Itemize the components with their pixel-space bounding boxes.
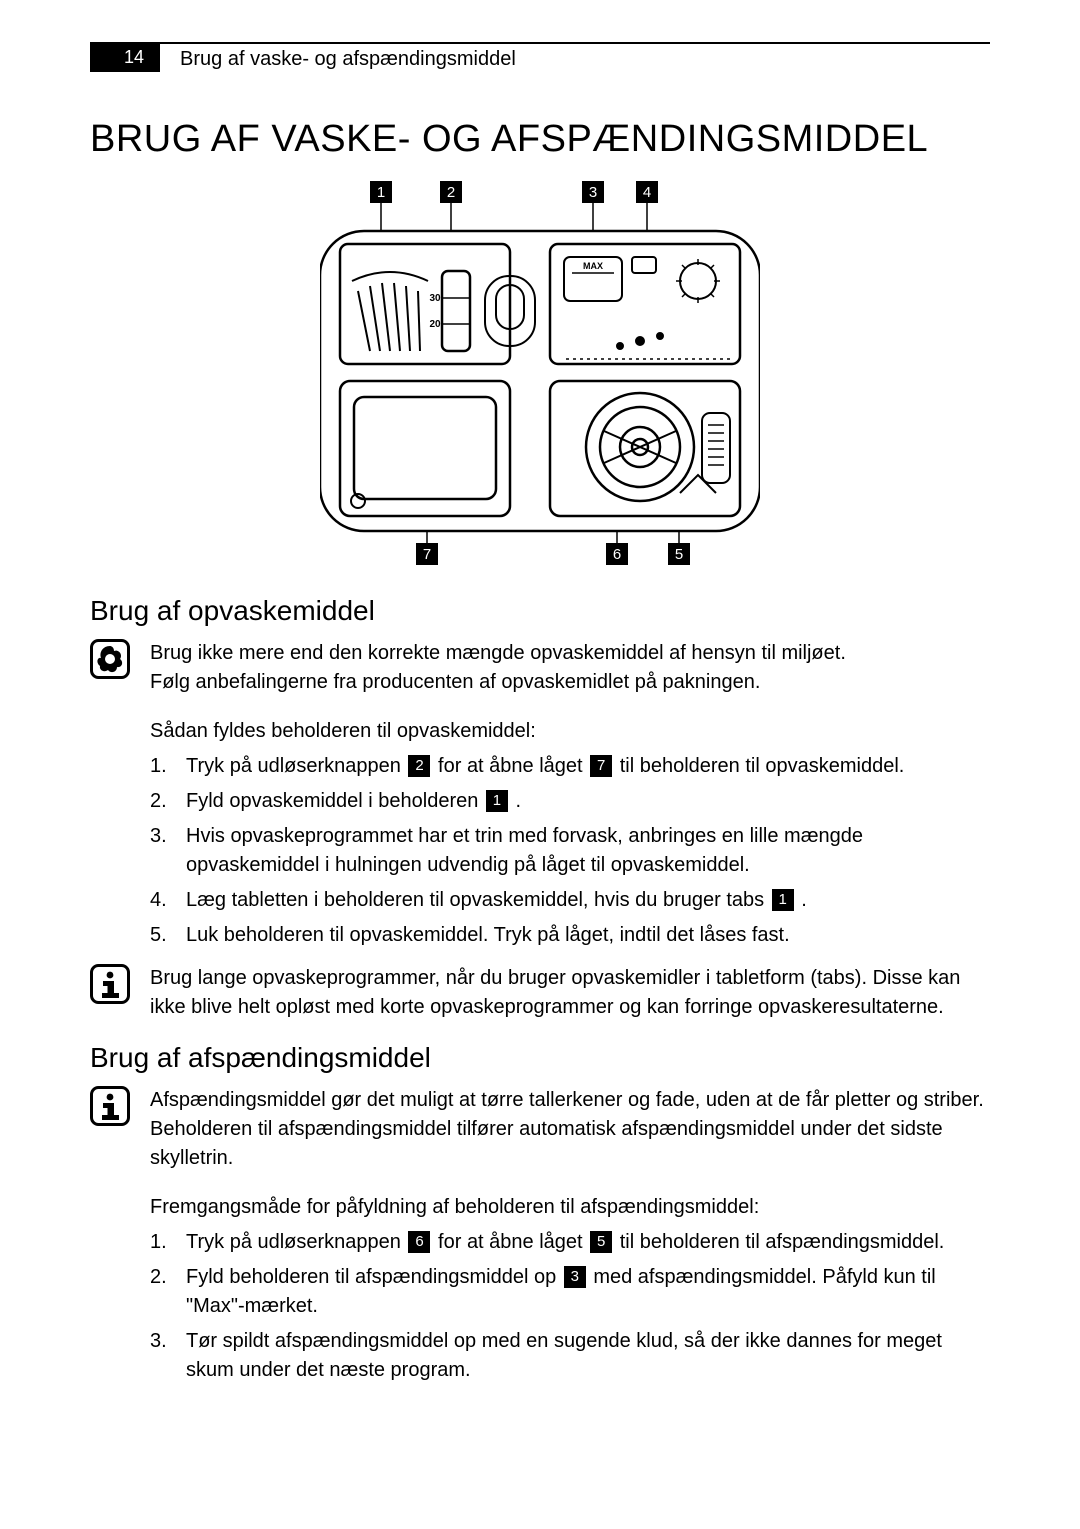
- eco-icon: [90, 639, 130, 679]
- s1-step2-a: Fyld opvaskemiddel i beholderen: [186, 790, 484, 812]
- gauge-label-30: 30: [429, 293, 441, 304]
- eco-note-text: Brug ikke mere end den korrekte mængde o…: [150, 639, 846, 697]
- info-icon: [90, 964, 130, 1004]
- callout-ref-7: 7: [590, 755, 612, 777]
- s2-step2: Fyld beholderen til afspændingsmiddel op…: [150, 1263, 990, 1321]
- info-note-2: Afspændingsmiddel gør det muligt at tørr…: [90, 1086, 990, 1173]
- section2-title: Brug af afspændingsmiddel: [90, 1042, 990, 1074]
- s1-step2-b: .: [510, 790, 521, 812]
- diagram-callout-7: 7: [423, 546, 431, 563]
- diagram-callout-5: 5: [675, 546, 683, 563]
- diagram-callout-2: 2: [447, 184, 455, 201]
- section2-intro: Fremgangsmåde for påfyldning af beholder…: [150, 1193, 990, 1222]
- s2-step1-c: til beholderen til afspændingsmiddel.: [614, 1231, 944, 1253]
- s1-step4-a: Læg tabletten i beholderen til opvaskemi…: [186, 889, 770, 911]
- s2-step3: Tør spildt afspændingsmiddel op med en s…: [150, 1327, 990, 1385]
- s1-step1-a: Tryk på udløserknappen: [186, 755, 406, 777]
- section1-title: Brug af opvaskemiddel: [90, 595, 990, 627]
- info-note-1: Brug lange opvaskeprogrammer, når du bru…: [90, 964, 990, 1022]
- callout-ref-1a: 1: [486, 790, 508, 812]
- callout-ref-1b: 1: [772, 889, 794, 911]
- eco-note: Brug ikke mere end den korrekte mængde o…: [90, 639, 990, 697]
- gauge-label-20: 20: [429, 319, 441, 330]
- s1-step5: Luk beholderen til opvaskemiddel. Tryk p…: [150, 921, 990, 950]
- callout-ref-3: 3: [564, 1266, 586, 1288]
- callout-ref-2: 2: [408, 755, 430, 777]
- page-header: 14 Brug af vaske- og afspændingsmiddel: [90, 42, 990, 74]
- dispenser-diagram-wrap: 1 2 3 4: [90, 181, 990, 571]
- section2-steps: Tryk på udløserknappen 6 for at åbne låg…: [150, 1228, 990, 1385]
- diagram-callout-6: 6: [613, 546, 621, 563]
- info-icon-2: [90, 1086, 130, 1126]
- callout-ref-6: 6: [408, 1231, 430, 1253]
- s1-step4-b: .: [796, 889, 807, 911]
- diagram-callout-3: 3: [589, 184, 597, 201]
- s1-step1-b: for at åbne låget: [432, 755, 588, 777]
- callout-ref-5: 5: [590, 1231, 612, 1253]
- dispenser-diagram: 1 2 3 4: [320, 181, 760, 571]
- eco-note-line2: Følg anbefalingerne fra producenten af o…: [150, 668, 846, 697]
- eco-note-line1: Brug ikke mere end den korrekte mængde o…: [150, 639, 846, 668]
- s2-step1-b: for at åbne låget: [432, 1231, 588, 1253]
- section1-intro: Sådan fyldes beholderen til opvaskemidde…: [150, 717, 990, 746]
- info-note-1-text: Brug lange opvaskeprogrammer, når du bru…: [150, 964, 990, 1022]
- header-title: Brug af vaske- og afspændingsmiddel: [180, 44, 516, 71]
- section1-steps: Tryk på udløserknappen 2 for at åbne låg…: [150, 752, 990, 950]
- s2-step1: Tryk på udløserknappen 6 for at åbne låg…: [150, 1228, 990, 1257]
- max-label: MAX: [583, 261, 603, 271]
- info-note-2-text: Afspændingsmiddel gør det muligt at tørr…: [150, 1086, 990, 1173]
- s2-step2-a: Fyld beholderen til afspændingsmiddel op: [186, 1266, 562, 1288]
- s2-step1-a: Tryk på udløserknappen: [186, 1231, 406, 1253]
- s1-step2: Fyld opvaskemiddel i beholderen 1 .: [150, 787, 990, 816]
- main-title: BRUG AF VASKE- OG AFSPÆNDINGSMIDDEL: [90, 118, 990, 161]
- s1-step4: Læg tabletten i beholderen til opvaskemi…: [150, 886, 990, 915]
- diagram-callout-4: 4: [643, 184, 651, 201]
- s1-step1-c: til beholderen til opvaskemiddel.: [614, 755, 904, 777]
- diagram-callout-1: 1: [377, 184, 385, 201]
- manual-page: 14 Brug af vaske- og afspændingsmiddel B…: [0, 0, 1080, 1529]
- s1-step3: Hvis opvaskeprogrammet har et trin med f…: [150, 822, 990, 880]
- page-number-box: 14: [90, 44, 160, 72]
- s1-step1: Tryk på udløserknappen 2 for at åbne låg…: [150, 752, 990, 781]
